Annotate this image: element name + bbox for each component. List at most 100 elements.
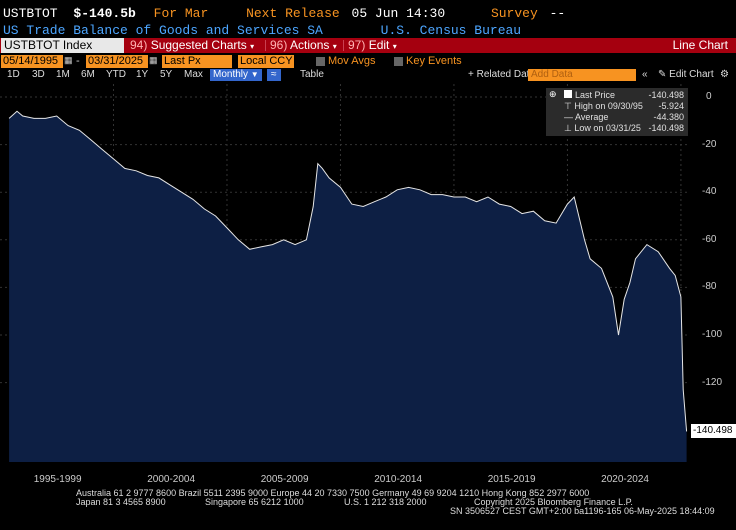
tab-1m[interactable]: 1M <box>56 69 70 80</box>
legend-average-label: Average <box>575 112 609 122</box>
legend-collapse-icon[interactable]: ⊕ <box>549 89 557 99</box>
suggested-charts-menu[interactable]: 94) Suggested Charts ▾ <box>130 38 254 54</box>
divider <box>343 40 344 51</box>
tab-6m[interactable]: 6M <box>81 69 95 80</box>
x-tick-label: 2000-2004 <box>147 474 196 485</box>
y-tick-label: -100 <box>702 329 723 340</box>
series-area-fill <box>9 111 687 463</box>
start-date-field[interactable]: 05/14/1995 <box>1 55 63 68</box>
tab-3d[interactable]: 3D <box>32 69 45 80</box>
ticker: USTBTOT <box>3 6 58 21</box>
legend-last-price-label: Last Price <box>575 90 616 100</box>
suggested-charts-number: 94) <box>130 38 148 52</box>
legend-average-value: -44.380 <box>653 112 684 122</box>
field-select[interactable]: Last Px <box>162 55 232 68</box>
x-tick-label: 1995-1999 <box>33 474 82 485</box>
x-tick-label: 2015-2019 <box>487 474 536 485</box>
legend-high-value: -5.924 <box>658 101 684 111</box>
survey-value: -- <box>549 6 566 21</box>
mov-avgs-checkbox[interactable] <box>316 57 325 66</box>
y-tick-label: -60 <box>702 233 717 245</box>
edit-number: 97) <box>348 38 366 52</box>
footer-phone-japan: Japan 81 3 4565 8900 <box>76 497 166 507</box>
legend-low-label: Low on 03/31/25 <box>574 123 641 133</box>
security-description: US Trade Balance of Goods and Services S… <box>3 23 323 38</box>
add-data-input[interactable]: Add Data <box>528 69 636 81</box>
chart-plot-area[interactable] <box>0 84 690 463</box>
key-events-label: Key Events <box>406 55 462 67</box>
y-tick-label: -20 <box>702 138 717 150</box>
edit-chart-label: Edit Chart <box>669 69 714 80</box>
actions-label: Actions <box>290 38 330 52</box>
collapse-icon[interactable]: « <box>642 69 648 80</box>
footer: Australia 61 2 9777 8600 Brazil 5511 239… <box>0 486 736 530</box>
x-tick-label: 2020-2024 <box>601 474 649 485</box>
chart-controls: 05/14/1995 ▦ - 03/31/2025 ▦ Last Px Loca… <box>0 55 736 69</box>
actions-number: 96) <box>270 38 288 52</box>
divider <box>265 40 266 51</box>
average-marker-icon: — <box>564 112 573 122</box>
key-events-checkbox[interactable] <box>394 57 403 66</box>
pencil-icon: ✎ <box>658 69 667 80</box>
tab-ytd[interactable]: YTD <box>106 69 126 80</box>
legend-high-label: High on 09/30/95 <box>574 101 643 111</box>
legend-low-value: -140.498 <box>648 123 684 133</box>
low-marker-icon: ⊥ <box>564 123 572 133</box>
survey-label: Survey <box>490 6 538 21</box>
calendar-icon[interactable]: ▦ <box>64 55 73 65</box>
line-chart-icon[interactable]: ≈ <box>267 69 281 81</box>
high-marker-icon: ⊤ <box>564 101 572 111</box>
end-date-field[interactable]: 03/31/2025 <box>86 55 148 68</box>
y-tick-label: 0 <box>706 91 712 102</box>
legend-average: — Average <box>564 112 608 122</box>
legend-high: ⊤ High on 09/30/95 <box>564 101 643 112</box>
security-input[interactable]: USTBTOT Index <box>1 38 124 53</box>
suggested-charts-label: Suggested Charts <box>150 38 247 52</box>
mov-avgs-label: Mov Avgs <box>328 55 376 67</box>
actions-menu[interactable]: 96) Actions ▾ <box>270 38 337 54</box>
period: For Mar <box>153 6 209 21</box>
x-tick-label: 2010-2014 <box>374 474 423 485</box>
footer-copyright: Copyright 2025 Bloomberg Finance L.P. <box>474 497 633 507</box>
footer-phone-singapore: Singapore 65 6212 1000 <box>205 497 304 507</box>
edit-chart-button[interactable]: ✎ Edit Chart <box>658 69 714 81</box>
function-toolbar: USTBTOT Index 94) Suggested Charts ▾ 96)… <box>0 38 736 53</box>
footer-phone-line-1: Australia 61 2 9777 8600 Brazil 5511 239… <box>76 488 590 498</box>
chevron-down-icon: ▾ <box>250 42 255 51</box>
chart-legend: ⊕ Last Price -140.498 ⊤ High on 09/30/95… <box>546 88 688 136</box>
chevron-down-icon: ▼ <box>250 70 259 79</box>
header-row-2: US Trade Balance of Goods and Services S… <box>3 23 521 38</box>
tab-max[interactable]: Max <box>184 69 203 80</box>
chevron-down-icon: ▾ <box>332 42 337 51</box>
frequency-select[interactable]: Monthly ▼ <box>210 69 262 81</box>
legend-last-price-value: -140.498 <box>648 90 684 100</box>
y-tick-label: -80 <box>702 281 717 293</box>
last-value: $-140.5b <box>73 6 136 21</box>
x-tick-label: 2005-2009 <box>260 474 309 485</box>
legend-low: ⊥ Low on 03/31/25 <box>564 123 641 134</box>
data-source: U.S. Census Bureau <box>380 23 522 38</box>
last-value-marker: -140.498 <box>691 424 736 438</box>
line-chart <box>0 84 690 463</box>
tab-5y[interactable]: 5Y <box>160 69 173 80</box>
tab-1d[interactable]: 1D <box>7 69 20 80</box>
y-axis: 0 -20 -40 -60 -80 -100 -120 <box>692 84 736 474</box>
date-range-dash: - <box>76 55 80 67</box>
edit-menu[interactable]: 97) Edit ▾ <box>348 38 397 54</box>
settings-gear-icon[interactable]: ⚙ <box>720 69 729 80</box>
related-data-button[interactable]: + Related Dat <box>468 69 530 80</box>
tab-table[interactable]: Table <box>300 69 324 80</box>
currency-select[interactable]: Local CCY <box>238 55 294 68</box>
legend-last-price: Last Price <box>564 90 615 100</box>
header-row-1: USTBTOT $-140.5b For Mar Next Release 05… <box>3 6 565 21</box>
chevron-down-icon: ▾ <box>392 42 397 51</box>
y-tick-label: -40 <box>702 186 717 198</box>
tab-1y[interactable]: 1Y <box>136 69 149 80</box>
y-tick-label: -120 <box>702 376 723 388</box>
period-tabs: 1D 3D 1M 6M YTD 1Y 5Y Max Monthly ▼ ≈ Ta… <box>0 69 736 82</box>
next-release-label: Next Release <box>246 6 340 21</box>
footer-session-info: SN 3506527 CEST GMT+2:00 ba1196-165 06-M… <box>450 506 715 516</box>
calendar-icon[interactable]: ▦ <box>149 55 158 65</box>
chart-type-title: Line Chart <box>672 38 728 52</box>
next-release-date: 05 Jun 14:30 <box>351 6 446 21</box>
